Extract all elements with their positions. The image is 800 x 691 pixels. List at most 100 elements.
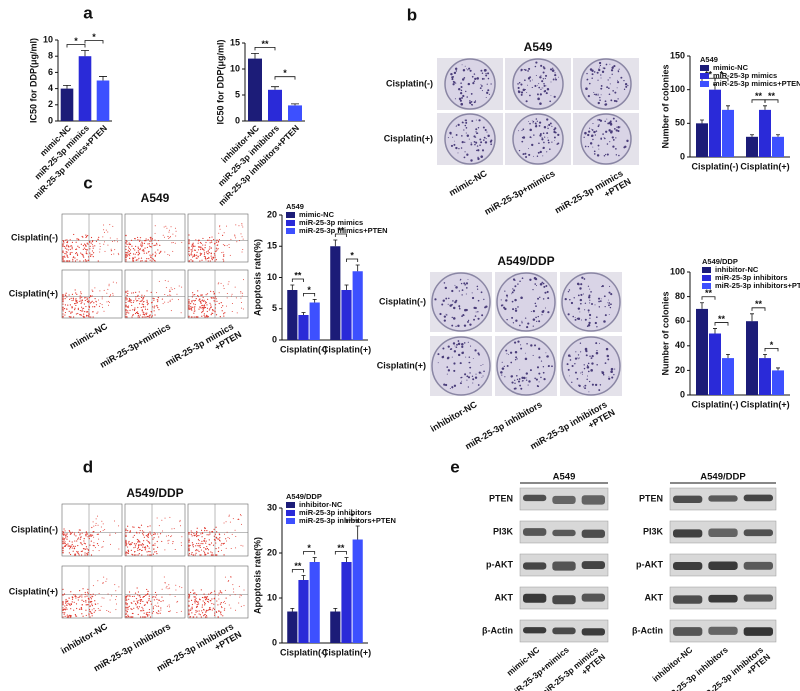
colony-dot [545, 352, 546, 353]
colony-dot [549, 148, 551, 150]
event-dot [188, 307, 189, 308]
event-dot [217, 604, 218, 605]
event-dot [167, 295, 168, 296]
colony-dot [617, 81, 619, 83]
bar [248, 59, 262, 121]
colony-dot [602, 285, 604, 287]
colony-dot [534, 344, 536, 346]
event-dot [69, 530, 70, 531]
event-dot [194, 254, 195, 255]
event-dot [128, 595, 129, 596]
colony-dot [600, 74, 601, 75]
event-dot [191, 300, 192, 301]
event-dot [66, 539, 67, 540]
event-dot [163, 235, 164, 236]
event-dot [74, 540, 75, 541]
panel-label: c [83, 173, 92, 192]
event-dot [207, 534, 208, 535]
event-dot [62, 301, 63, 302]
event-dot [208, 601, 209, 602]
event-dot [125, 541, 126, 542]
colony-dot [585, 348, 588, 351]
event-dot [82, 299, 83, 300]
event-dot [81, 594, 82, 595]
event-dot [193, 246, 194, 247]
event-dot [84, 248, 85, 249]
colony-dot [612, 90, 614, 92]
colony-dot [519, 280, 521, 282]
event-dot [188, 538, 189, 539]
event-dot [191, 249, 192, 250]
event-dot [103, 523, 104, 524]
plate [497, 273, 555, 331]
event-dot [228, 581, 229, 582]
event-dot [134, 309, 135, 310]
event-dot [84, 543, 85, 544]
event-dot [149, 241, 150, 242]
event-dot [235, 536, 236, 537]
colony-dot [598, 124, 599, 125]
colony-dot [610, 303, 612, 305]
event-dot [206, 615, 207, 616]
colony-dot [517, 340, 519, 342]
event-dot [200, 599, 201, 600]
event-dot [142, 244, 143, 245]
event-dot [97, 580, 98, 581]
event-dot [142, 304, 143, 305]
event-dot [78, 553, 79, 554]
event-dot [128, 551, 129, 552]
event-dot [191, 612, 192, 613]
event-dot [217, 244, 218, 245]
y-tick-label: 0 [48, 115, 53, 125]
event-dot [75, 253, 76, 254]
colony-dot [515, 356, 517, 358]
event-dot [218, 248, 219, 249]
event-dot [70, 547, 71, 548]
event-dot [110, 295, 111, 296]
event-dot [89, 301, 90, 302]
event-dot [141, 525, 142, 526]
event-dot [128, 541, 129, 542]
event-dot [192, 245, 193, 246]
event-dot [162, 530, 163, 531]
event-dot [168, 236, 169, 237]
event-dot [170, 594, 171, 595]
event-dot [194, 306, 195, 307]
event-dot [146, 252, 147, 253]
colony-dot [515, 320, 517, 322]
event-dot [101, 606, 102, 607]
colony-dot [477, 318, 479, 320]
event-dot [148, 551, 149, 552]
event-dot [208, 599, 209, 600]
colony-dot [534, 277, 536, 279]
colony-dot [455, 147, 457, 149]
event-dot [137, 239, 138, 240]
colony-dot [542, 155, 543, 156]
colony-dot [589, 302, 590, 303]
plate [432, 273, 490, 331]
event-dot [87, 311, 88, 312]
colony-dot [475, 128, 477, 130]
colony-dot [592, 147, 593, 148]
event-dot [125, 304, 126, 305]
event-dot [109, 296, 110, 297]
colony-dot [532, 87, 533, 88]
colony-dot [596, 352, 599, 355]
event-dot [73, 298, 74, 299]
event-dot [78, 537, 79, 538]
event-dot [150, 601, 151, 602]
event-dot [172, 299, 173, 300]
colony-dot [592, 384, 594, 386]
event-dot [149, 598, 150, 599]
event-dot [140, 530, 141, 531]
event-dot [188, 609, 189, 610]
colony-dot [460, 382, 462, 384]
event-dot [241, 302, 242, 303]
colony-dot [479, 371, 481, 373]
event-dot [157, 299, 158, 300]
event-dot [174, 528, 175, 529]
event-dot [196, 543, 197, 544]
event-dot [67, 600, 68, 601]
colony-dot [596, 350, 597, 351]
event-dot [135, 592, 136, 593]
